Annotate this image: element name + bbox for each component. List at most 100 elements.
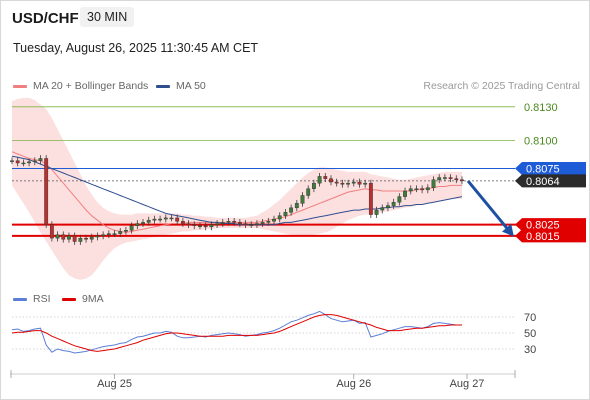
candle-body xyxy=(272,218,276,222)
legend-rsi: RSI xyxy=(13,293,51,305)
candle-body xyxy=(266,221,271,223)
candle-body xyxy=(363,182,368,185)
candle-body xyxy=(425,187,430,191)
candle-body xyxy=(106,233,111,235)
rsi-tick-50: 50 xyxy=(524,328,536,340)
chart-header: USD/CHF 30 MIN xyxy=(0,0,590,36)
candle-body xyxy=(10,160,14,162)
legend-ma50: MA 50 xyxy=(156,80,206,92)
candle-body xyxy=(454,178,459,180)
candle-body xyxy=(368,182,373,215)
candle-body xyxy=(317,176,322,184)
candle-body xyxy=(49,224,54,239)
candle-body xyxy=(249,224,254,226)
level-tag-0.8075 xyxy=(515,162,586,176)
chart-datetime: Tuesday, August 26, 2025 11:30:45 AM CET xyxy=(13,41,259,55)
candle-body xyxy=(186,223,191,225)
level-label-0.8100: 0.8100 xyxy=(524,136,558,148)
level-tag-0.8015 xyxy=(515,229,586,243)
candle-body xyxy=(311,182,316,189)
rsi-swatch xyxy=(13,297,27,301)
candle-body xyxy=(32,160,37,163)
x-tick-label-Aug-25: Aug 25 xyxy=(97,378,132,390)
candle-body xyxy=(163,217,168,220)
ma20-label: MA 20 + Bollinger Bands xyxy=(33,80,149,92)
level-label-0.8015: 0.8015 xyxy=(526,231,560,243)
candle-body xyxy=(175,217,180,222)
candle-body xyxy=(386,205,390,209)
level-label-0.8130: 0.8130 xyxy=(524,102,558,114)
level-label-0.8075: 0.8075 xyxy=(526,164,560,176)
ma50-swatch xyxy=(156,84,170,88)
candle-body xyxy=(420,188,425,191)
candle-body xyxy=(334,181,339,184)
ma20-line xyxy=(11,151,462,234)
candle-body xyxy=(15,160,20,164)
candle-body xyxy=(72,235,77,242)
level-tag-0.8025 xyxy=(515,218,586,232)
ma20-swatch xyxy=(13,84,27,88)
candle-body xyxy=(135,223,140,226)
candle-body xyxy=(169,217,174,220)
candle-body xyxy=(124,230,128,232)
candle-body xyxy=(198,225,202,227)
rsi-tick-70: 70 xyxy=(524,312,536,324)
candle-body xyxy=(203,225,208,228)
candle-body xyxy=(180,221,185,224)
research-credit: Research © 2025 Trading Central xyxy=(423,80,580,92)
candle-body xyxy=(101,234,106,237)
candle-body xyxy=(380,207,385,211)
candle-body xyxy=(158,218,163,221)
projection-arrow-head xyxy=(502,223,514,237)
candle-body xyxy=(89,236,94,240)
candle-body xyxy=(294,203,299,209)
candle-body xyxy=(403,190,407,197)
candle-body xyxy=(323,176,328,179)
candle-body xyxy=(21,162,26,165)
candle-body xyxy=(27,161,31,164)
bollinger-band-area xyxy=(12,97,462,280)
level-label-0.8064: 0.8064 xyxy=(526,176,560,188)
candle-body xyxy=(146,219,151,223)
legend-ma20: MA 20 + Bollinger Bands xyxy=(13,80,148,92)
candle-body xyxy=(78,237,83,242)
candle-body xyxy=(443,177,447,179)
candle-body xyxy=(237,222,242,224)
candle-body xyxy=(215,223,219,225)
rsi-line xyxy=(11,310,462,354)
candle-body xyxy=(414,188,419,190)
candle-body xyxy=(209,224,214,228)
level-tag-0.8064 xyxy=(515,174,586,188)
candle-body xyxy=(300,195,305,204)
candle-body xyxy=(448,177,453,179)
candle-body xyxy=(391,202,396,206)
candle-body xyxy=(192,224,197,226)
candle-body xyxy=(44,158,49,225)
currency-pair-title: USD/CHF xyxy=(12,10,79,27)
candle-body xyxy=(329,178,333,183)
candle-body xyxy=(437,177,442,180)
candle-body xyxy=(306,188,311,196)
timeframe-badge[interactable]: 30 MIN xyxy=(80,7,135,27)
candle-body xyxy=(255,223,259,225)
candle-body xyxy=(277,215,282,220)
candle-body xyxy=(232,221,237,223)
x-tick-label-Aug-27: Aug 27 xyxy=(450,378,485,390)
candle-body xyxy=(460,179,464,182)
candle-body xyxy=(346,182,350,185)
candle-body xyxy=(95,235,100,238)
candle-body xyxy=(374,209,379,215)
legend-9ma: 9MA xyxy=(62,293,104,305)
rsi-label: RSI xyxy=(33,293,51,305)
ma50-label: MA 50 xyxy=(176,80,206,92)
candle-body xyxy=(283,212,288,216)
candle-body xyxy=(84,237,88,240)
candle-body xyxy=(55,234,60,239)
rsi-tick-30: 30 xyxy=(524,344,536,356)
candle-body xyxy=(141,222,145,224)
ma9-swatch xyxy=(62,297,76,301)
candle-body xyxy=(289,207,294,213)
candle-body xyxy=(260,222,265,224)
candle-body xyxy=(38,158,43,161)
